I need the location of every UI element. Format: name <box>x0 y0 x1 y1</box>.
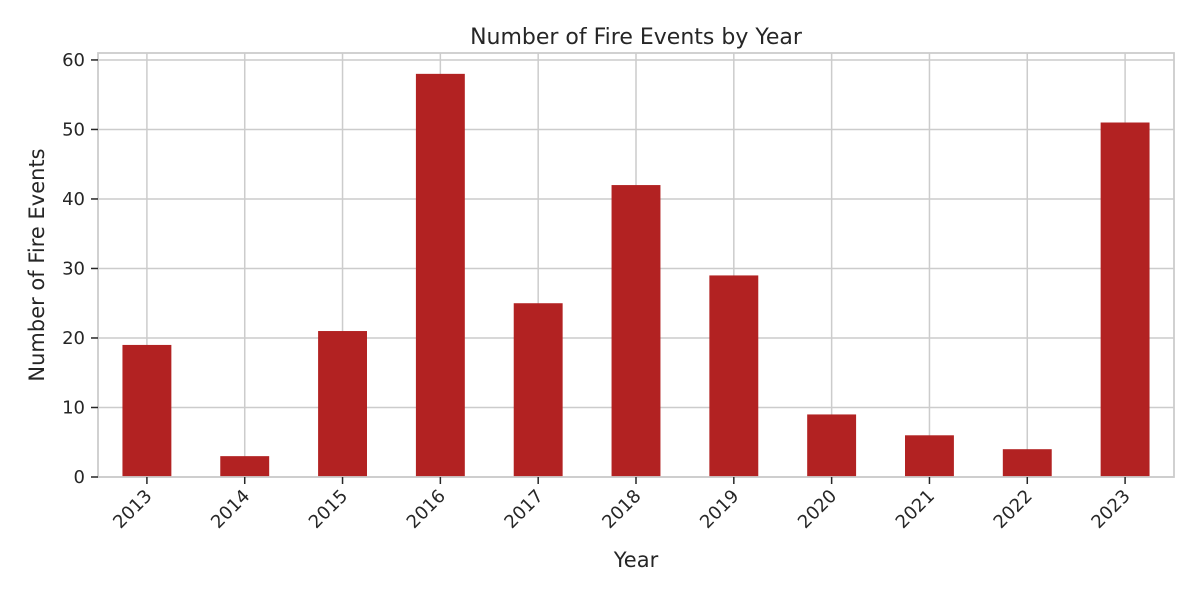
bar-2015 <box>318 331 367 477</box>
y-tick-label: 20 <box>62 328 85 349</box>
bar-2022 <box>1002 449 1052 477</box>
y-tick-label: 40 <box>62 189 85 210</box>
bar-2016 <box>415 73 465 477</box>
y-tick-label: 0 <box>74 467 85 488</box>
y-axis-label: Number of Fire Events <box>25 148 49 381</box>
x-tick-label: 2019 <box>696 486 743 533</box>
bar-2019 <box>709 275 759 477</box>
bar-2017 <box>513 303 563 477</box>
bar-2021 <box>905 435 954 477</box>
x-tick-label: 2013 <box>109 486 156 533</box>
bars <box>122 73 1150 478</box>
x-tick-label: 2023 <box>1087 486 1134 533</box>
x-tick-label: 2014 <box>207 486 254 533</box>
bar-2023 <box>1100 122 1150 478</box>
bar-2013 <box>122 344 172 477</box>
y-tick-label: 30 <box>62 258 85 279</box>
x-tick-label: 2016 <box>403 486 450 533</box>
y-tick-label: 50 <box>62 119 85 140</box>
x-tick-label: 2021 <box>892 486 939 533</box>
x-tick-label: 2022 <box>990 486 1037 533</box>
x-tick-label: 2017 <box>500 486 547 533</box>
chart-title: Number of Fire Events by Year <box>470 25 803 50</box>
y-tick-label: 60 <box>62 50 85 71</box>
y-tick-label: 10 <box>62 397 85 418</box>
x-axis-label: Year <box>613 548 659 572</box>
x-tick-label: 2015 <box>305 486 352 533</box>
bar-2020 <box>807 414 857 477</box>
x-tick-label: 2020 <box>794 486 841 533</box>
bar-2014 <box>220 456 270 477</box>
x-tick-label: 2018 <box>598 486 645 533</box>
bar-2018 <box>611 185 661 478</box>
